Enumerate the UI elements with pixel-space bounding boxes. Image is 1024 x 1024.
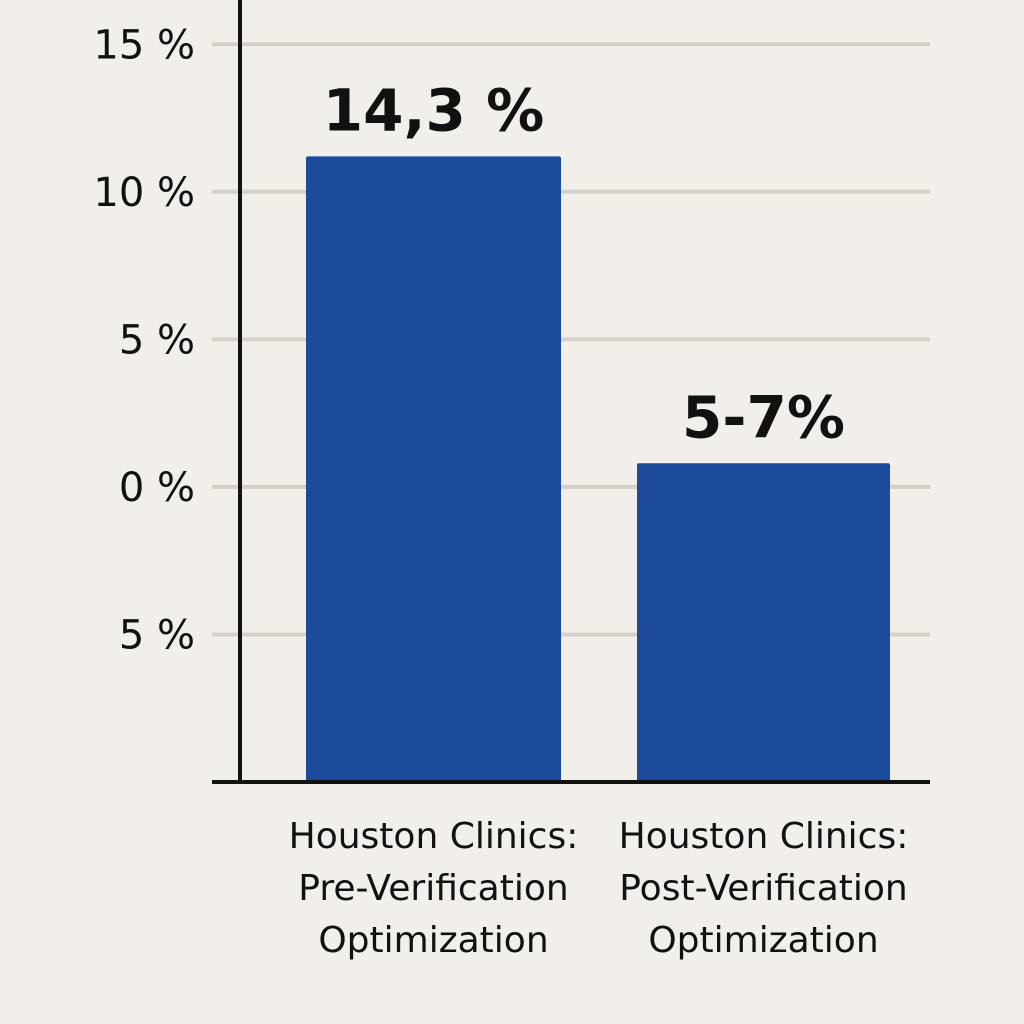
bar <box>306 156 561 782</box>
y-tick-label: 5 % <box>119 317 195 363</box>
x-category-label-line: Optimization <box>648 920 878 961</box>
x-category-label: Houston Clinics: Pre-Verification Optimiza… <box>289 816 579 961</box>
bar <box>637 463 890 782</box>
bar-data-label: 14,3 % <box>323 76 544 144</box>
x-category-label-line: Optimization <box>318 920 548 961</box>
x-category-label-line: Houston Clinics: <box>289 816 579 857</box>
y-tick-label: 15 % <box>93 22 195 68</box>
y-tick-label: 10 % <box>93 170 195 216</box>
y-tick-label: 0 % <box>119 465 195 511</box>
x-category-label-line: Houston Clinics: <box>619 816 909 857</box>
x-category-label-line: Post-Verification <box>619 868 907 909</box>
x-category-label: Houston Clinics: Post-Verification Optimiz… <box>619 816 909 961</box>
bar-data-label: 5-7% <box>682 383 845 451</box>
y-tick-label: 5 % <box>119 612 195 658</box>
x-category-label-line: Pre-Verification <box>298 868 568 909</box>
